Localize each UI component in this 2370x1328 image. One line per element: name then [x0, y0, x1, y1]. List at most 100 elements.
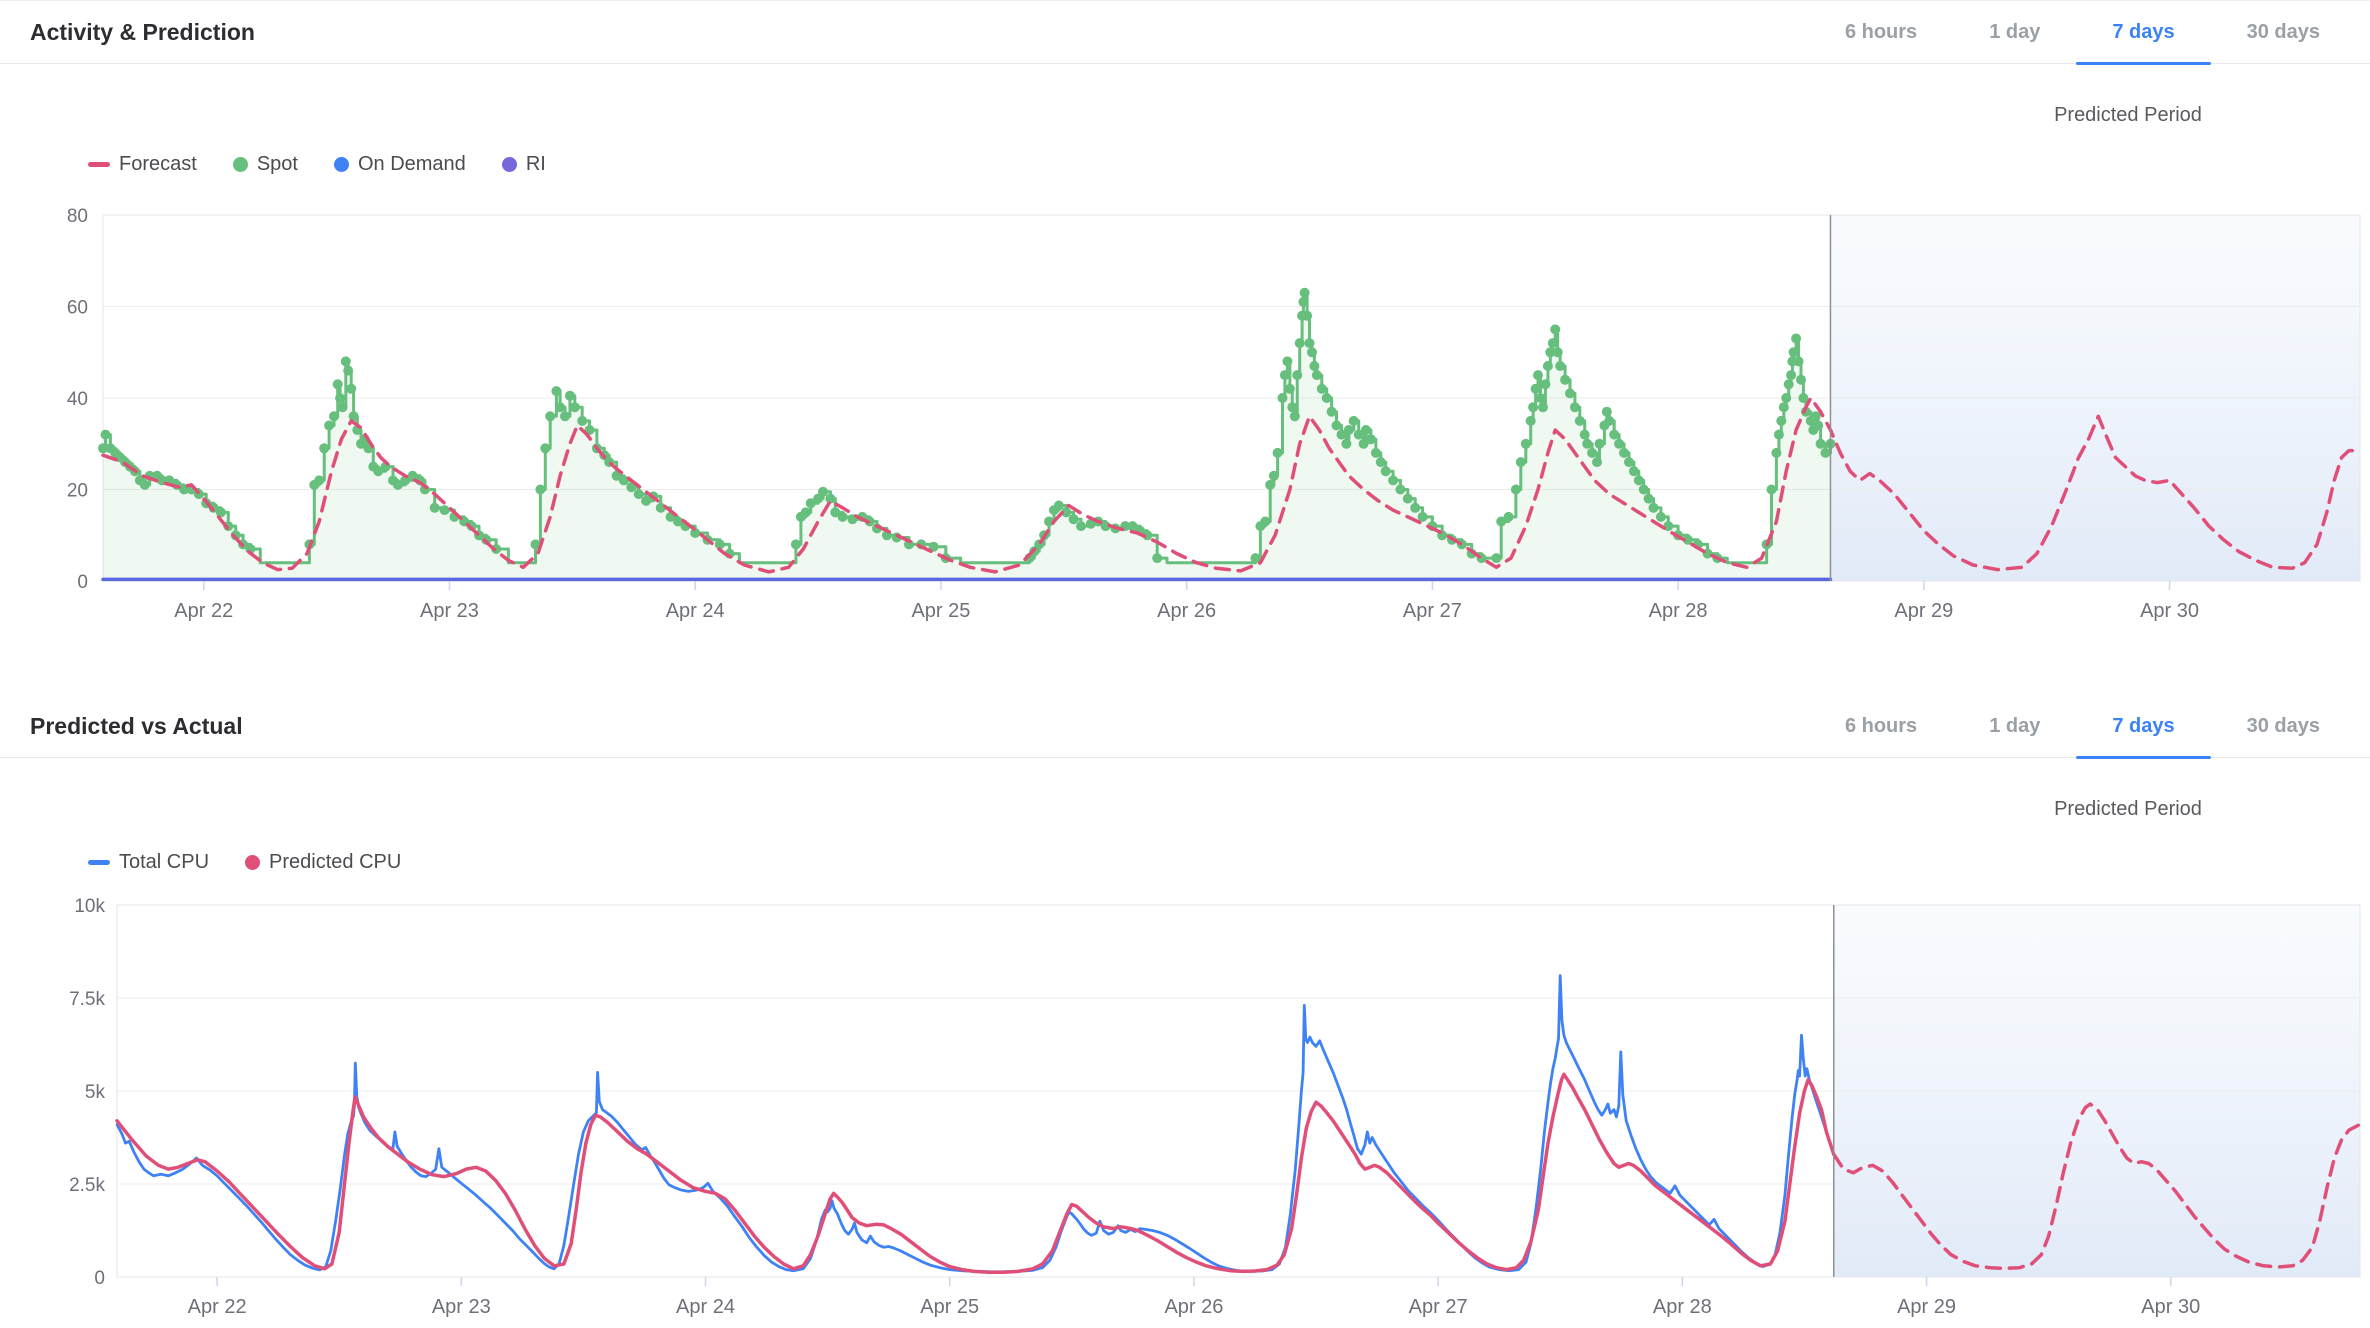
spot-data-point	[139, 479, 150, 490]
spot-data-point	[1053, 500, 1064, 511]
tab-1-day[interactable]: 1 day	[1989, 20, 2041, 43]
y-axis-label: 20	[67, 481, 88, 502]
spot-data-point	[1515, 457, 1526, 468]
legend-label: RI	[525, 153, 546, 175]
spot-legend-dot-icon	[232, 157, 248, 172]
spot-data-point	[1648, 502, 1659, 513]
time-range-tabs: 6 hours 1 day 7 days 30 days	[1809, 1, 2356, 65]
page-title: Activity & Prediction	[30, 18, 255, 45]
spot-data-point	[1528, 402, 1539, 413]
spot-data-point	[1307, 347, 1317, 358]
spot-data-point	[805, 498, 816, 509]
predicted-period-label: Predicted Period	[2054, 798, 2202, 820]
legend-item-ri[interactable]: RI	[501, 153, 546, 176]
legend-item-spot[interactable]: Spot	[232, 153, 298, 176]
x-axis-label: Apr 25	[911, 600, 970, 622]
spot-data-point	[1609, 429, 1620, 440]
legend-item-predicted-cpu[interactable]: Predicted CPU	[245, 851, 401, 874]
spot-data-point	[1545, 347, 1556, 358]
spot-data-point	[337, 402, 348, 413]
y-axis-label: 0	[94, 1268, 105, 1289]
tab-6-hours[interactable]: 6 hours	[1844, 20, 1918, 43]
predicted-vs-actual-chart: 0 2.5k 5k 7.5k 10k Apr 22 Apr 23 Apr 24 Apr 25 Ap…	[69, 896, 2362, 1318]
spot-data-point	[714, 539, 725, 550]
total-cpu-legend-dash-icon	[88, 860, 110, 865]
spot-data-point	[1358, 438, 1369, 449]
spot-data-point	[1776, 415, 1787, 426]
tab-30-days[interactable]: 30 days	[2246, 714, 2320, 737]
tab-7-days[interactable]: 7 days	[2076, 695, 2211, 759]
spot-data-point	[1260, 516, 1271, 527]
spot-data-point	[332, 379, 343, 390]
spot-data-point	[1538, 402, 1548, 413]
spot-data-point	[535, 484, 546, 495]
spot-data-point	[324, 420, 335, 431]
spot-data-point	[1788, 347, 1799, 358]
spot-data-point	[1353, 429, 1364, 440]
spot-data-point	[100, 429, 111, 440]
plot-border	[116, 904, 2361, 1278]
spot-data-point	[830, 507, 841, 518]
spot-data-point	[1555, 361, 1566, 371]
spot-data-point	[1587, 447, 1598, 458]
spot-data-point	[611, 470, 622, 481]
y-axis-label: 40	[67, 389, 88, 410]
tab-30-days[interactable]: 30 days	[2246, 20, 2320, 43]
legend-label: Predicted CPU	[269, 851, 402, 873]
spot-data-point	[1766, 484, 1777, 495]
y-axis-label: 60	[67, 298, 88, 319]
spot-data-point	[1402, 493, 1413, 504]
legend-item-on-demand[interactable]: On Demand	[333, 153, 466, 176]
spot-data-point	[1594, 438, 1605, 449]
spot-data-point	[1815, 438, 1826, 449]
spot-data-point	[1574, 415, 1585, 426]
tab-6-hours[interactable]: 6 hours	[1844, 714, 1918, 737]
spot-data-point	[1579, 429, 1590, 440]
spot-data-point	[1316, 383, 1327, 394]
spot-data-point	[1552, 347, 1563, 358]
spot-data-point	[407, 470, 418, 481]
legend-item-forecast[interactable]: Forecast	[88, 153, 197, 176]
spot-data-point	[319, 443, 330, 454]
tab-1-day[interactable]: 1 day	[1989, 714, 2041, 737]
spot-data-point	[1272, 447, 1283, 458]
spot-data-point	[1068, 514, 1079, 525]
spot-data-point	[1284, 383, 1295, 394]
spot-data-point	[1798, 393, 1809, 403]
spot-data-point	[564, 390, 575, 401]
spot-data-point	[1628, 466, 1639, 477]
chart-legend: Total CPU Predicted CPU	[88, 851, 401, 874]
total-cpu-series-line	[115, 974, 1836, 1274]
spot-data-point	[1299, 287, 1310, 298]
spot-data-point	[1321, 393, 1332, 403]
spot-data-point	[1341, 438, 1352, 449]
spot-data-point	[1336, 429, 1347, 440]
spot-data-point	[314, 475, 325, 486]
spot-data-point	[837, 511, 848, 522]
y-axis-label: 5k	[85, 1082, 106, 1103]
tab-7-days[interactable]: 7 days	[2076, 1, 2211, 65]
spot-data-point	[98, 443, 108, 454]
legend-item-total-cpu[interactable]: Total CPU	[88, 851, 209, 874]
spot-data-point	[641, 495, 652, 506]
spot-data-point	[1311, 370, 1322, 381]
spot-data-point	[1810, 411, 1821, 422]
spot-data-point	[1796, 374, 1806, 385]
legend-label: Total CPU	[119, 851, 210, 873]
x-axis-label: Apr 24	[666, 600, 725, 622]
spot-data-point	[1778, 402, 1789, 413]
spot-data-point	[1127, 521, 1138, 532]
predicted-cpu-forecast-series-line	[1831, 1102, 2362, 1271]
spot-data-point	[1331, 420, 1342, 431]
spot-data-point	[346, 383, 357, 394]
spot-data-point	[690, 528, 701, 538]
spot-data-point	[1152, 553, 1163, 564]
spot-data-point	[1289, 411, 1300, 422]
spot-data-point	[800, 507, 811, 518]
activity-prediction-chart: 0 20 40 60 80 Apr 22 Apr 23 Apr 24 Apr 25 Apr 26 A…	[67, 206, 2362, 622]
spot-data-point	[373, 466, 384, 477]
spot-data-point	[1520, 438, 1531, 449]
x-axis-label: Apr 28	[1649, 600, 1708, 622]
spot-data-point	[545, 411, 556, 422]
